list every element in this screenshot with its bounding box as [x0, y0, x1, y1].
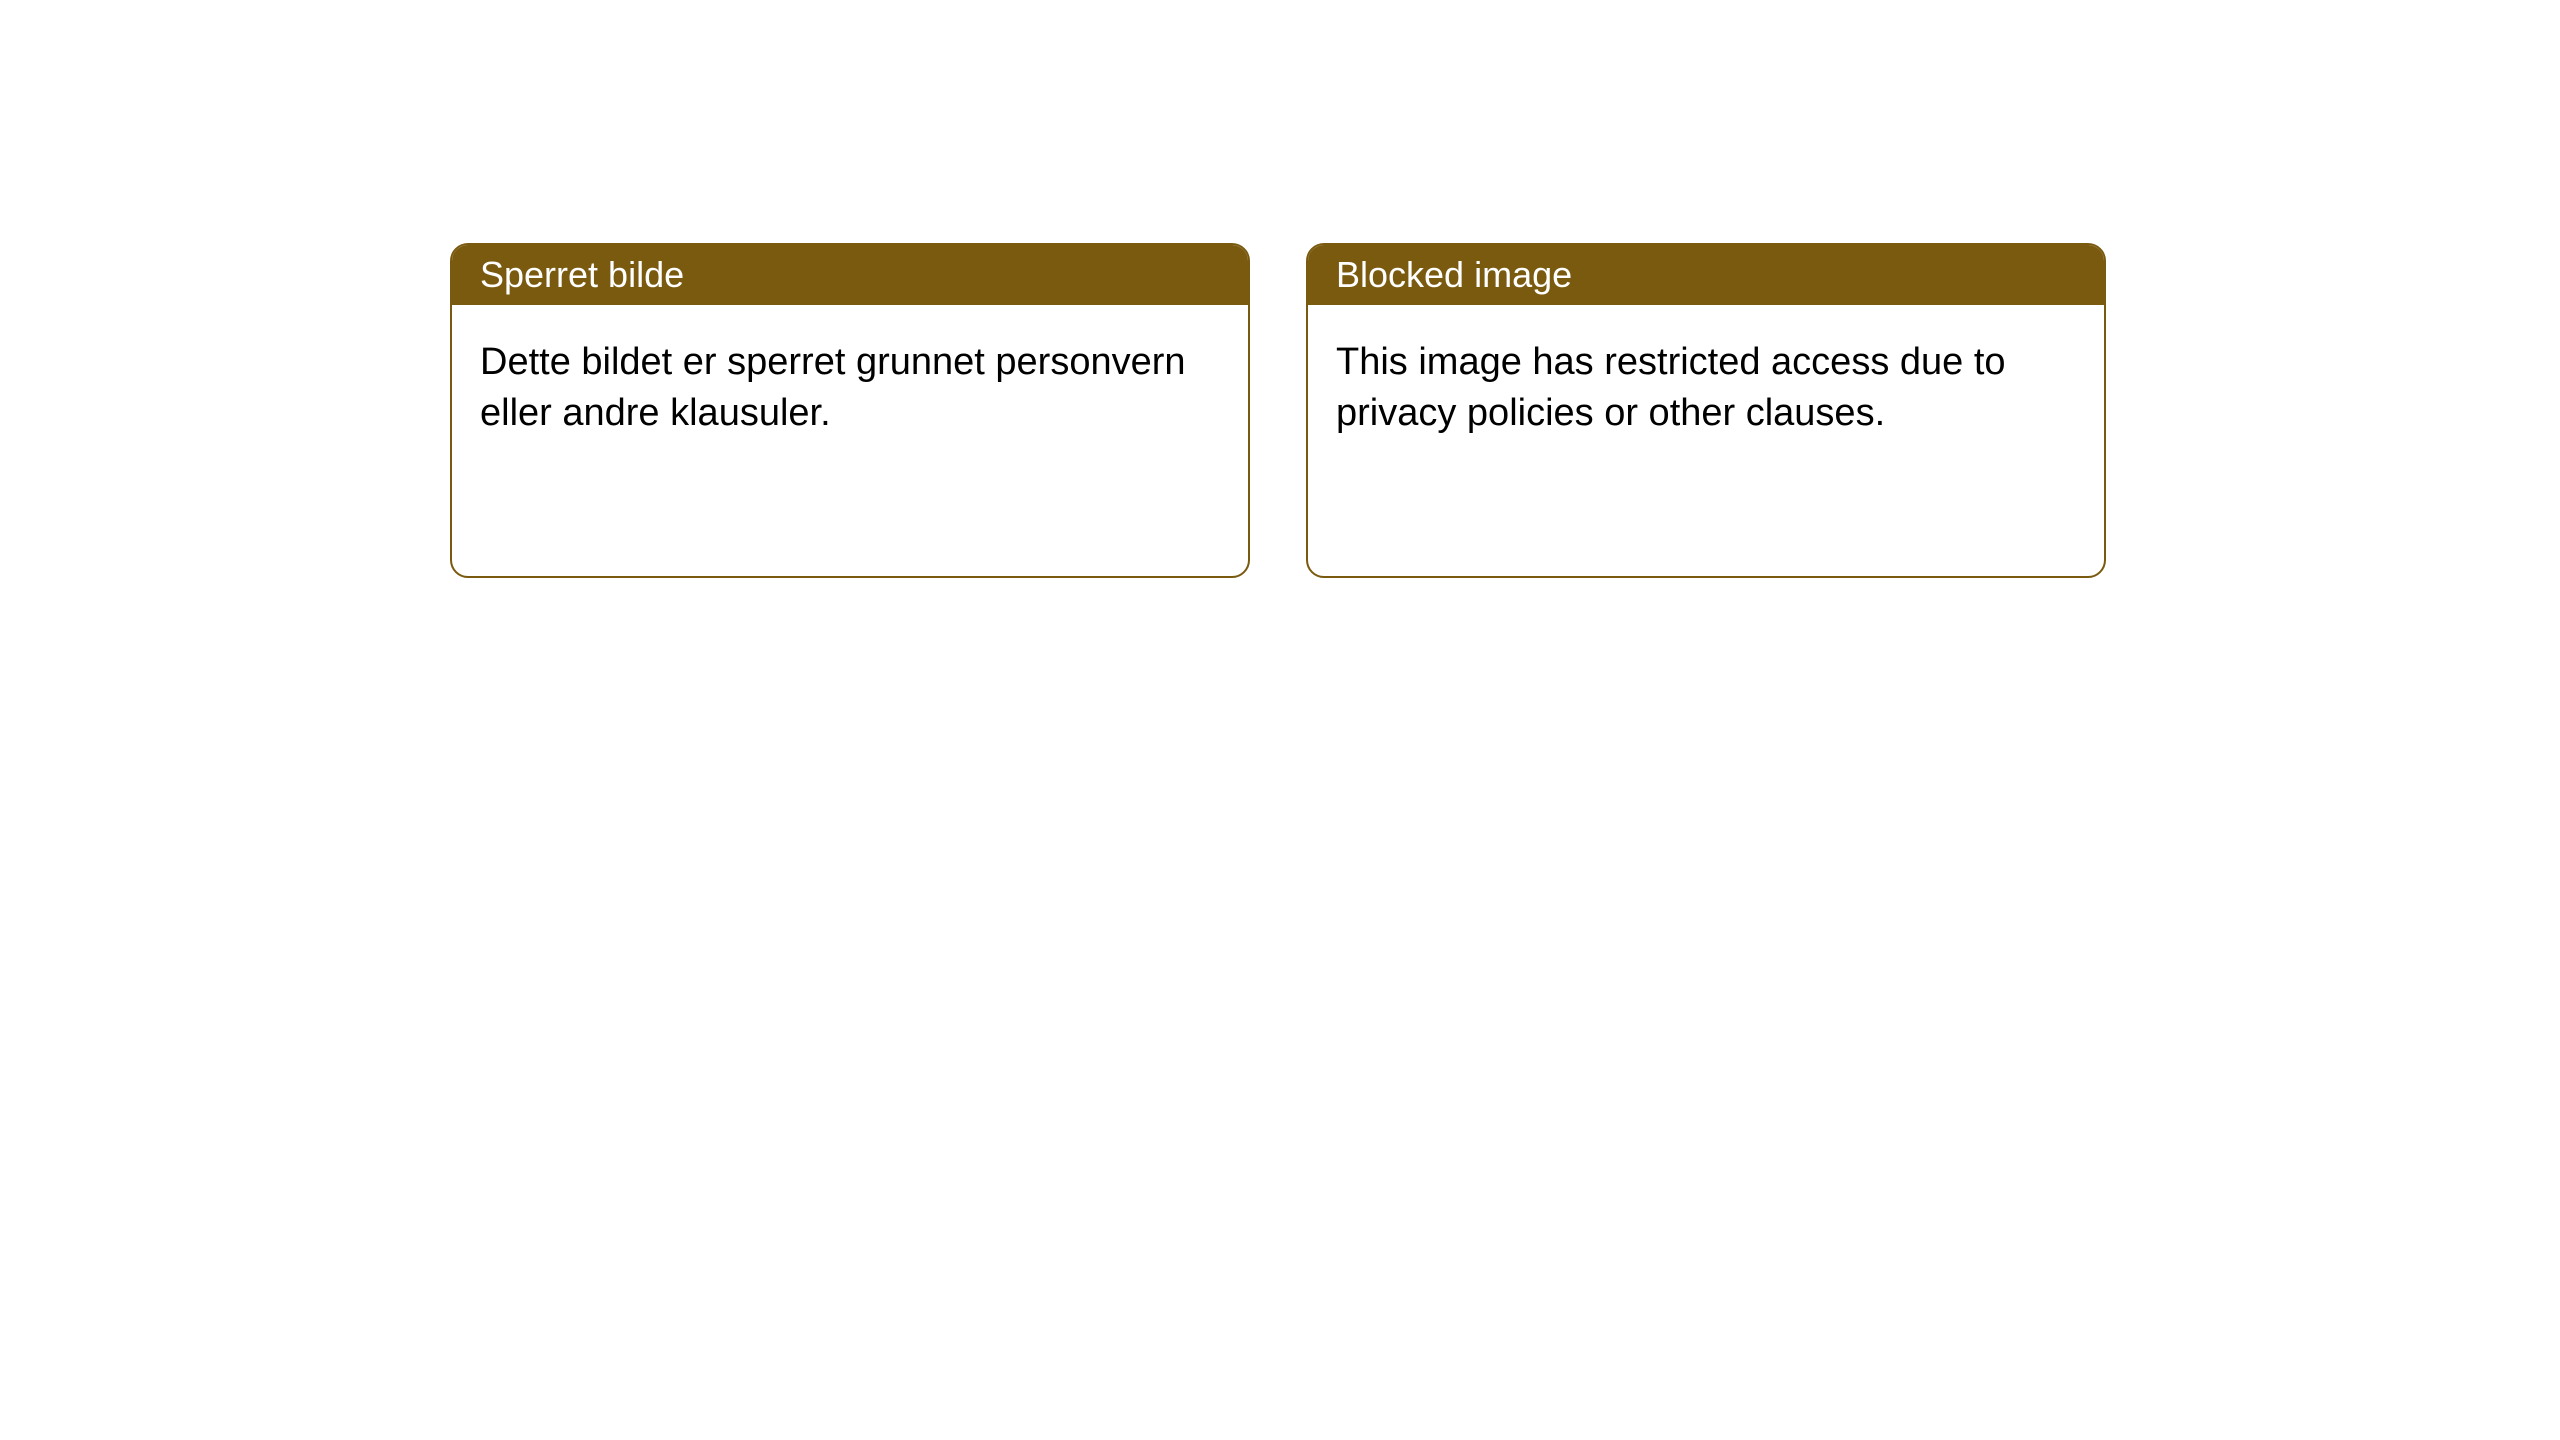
notice-card-english: Blocked image This image has restricted …: [1306, 243, 2106, 578]
notice-container: Sperret bilde Dette bildet er sperret gr…: [450, 243, 2106, 578]
notice-card-norwegian: Sperret bilde Dette bildet er sperret gr…: [450, 243, 1250, 578]
notice-header: Blocked image: [1308, 245, 2104, 305]
notice-body-text: This image has restricted access due to …: [1336, 341, 2006, 434]
notice-body: This image has restricted access due to …: [1308, 305, 2104, 472]
notice-header: Sperret bilde: [452, 245, 1248, 305]
notice-title: Blocked image: [1336, 254, 1572, 295]
notice-body-text: Dette bildet er sperret grunnet personve…: [480, 341, 1186, 434]
notice-title: Sperret bilde: [480, 254, 684, 295]
notice-body: Dette bildet er sperret grunnet personve…: [452, 305, 1248, 472]
